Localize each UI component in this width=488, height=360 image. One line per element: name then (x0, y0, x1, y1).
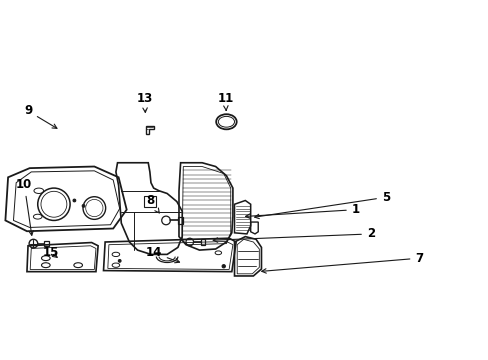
Circle shape (73, 199, 76, 202)
Text: 8: 8 (145, 194, 159, 213)
Text: 1: 1 (245, 203, 359, 219)
Text: 5: 5 (254, 191, 389, 219)
Text: 2: 2 (213, 228, 374, 242)
Text: 15: 15 (43, 246, 59, 259)
Text: 3: 3 (0, 359, 1, 360)
Text: 6: 6 (0, 359, 1, 360)
Text: 7: 7 (261, 252, 423, 273)
Circle shape (82, 204, 85, 207)
Circle shape (118, 260, 121, 262)
Text: 11: 11 (217, 91, 233, 111)
Text: 14: 14 (145, 246, 179, 263)
Text: 13: 13 (136, 91, 152, 112)
Text: 9: 9 (24, 104, 57, 128)
Text: 4: 4 (0, 359, 1, 360)
Text: 12: 12 (0, 359, 1, 360)
Text: 10: 10 (16, 178, 33, 235)
Circle shape (222, 265, 225, 268)
